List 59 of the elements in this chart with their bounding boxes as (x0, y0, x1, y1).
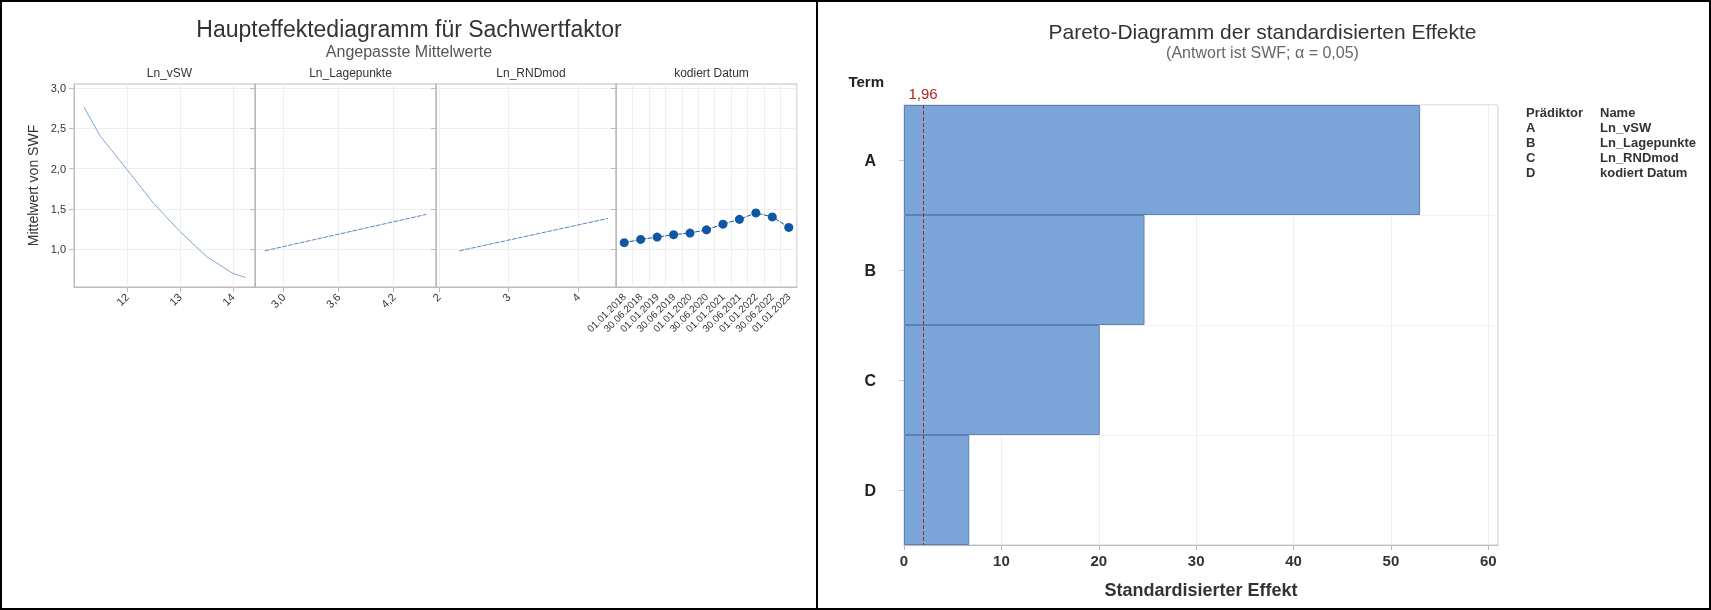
x-tick-label: 10 (993, 552, 1010, 569)
chart-subtitle: (Antwort ist SWF; α = 0,05) (1166, 43, 1359, 61)
point (718, 219, 728, 229)
text: Haupteffektediagramm für Sachwertfaktor (195, 16, 623, 43)
x-tick-label: 12 (114, 290, 132, 308)
point (702, 225, 711, 235)
x-tick-label: 50 (1382, 552, 1400, 569)
y-axis-title: Mittelwert von SWF (24, 124, 41, 247)
text: Ln_vSW (1600, 120, 1653, 135)
y-tick-label: B (864, 261, 876, 279)
chart-title: kodiert Datum (674, 66, 749, 80)
x-tick-label: 3,0 (268, 290, 288, 311)
x-tick-label: 0 (899, 552, 909, 569)
chart-title: Ln_RNDmod (496, 66, 566, 80)
y-tick-label: C (864, 371, 877, 389)
point (652, 232, 662, 242)
x-tick-label: 13 (166, 290, 185, 308)
x-tick-label: 20 (1090, 552, 1108, 569)
text: Name (1600, 105, 1636, 120)
text: C (1526, 150, 1536, 165)
chart-title: Ln_Lagepunkte (309, 66, 393, 80)
x-tick-label: 30 (1187, 552, 1205, 569)
y-tick-label: D (864, 481, 876, 499)
text: Ln_Lagepunkte (1600, 135, 1697, 150)
chart-title: Ln_vSW (146, 66, 193, 80)
line-series (83, 106, 246, 278)
text: Prädiktor (1526, 105, 1584, 120)
y-tick-label: 2,0 (50, 162, 66, 175)
x-axis-title: Standardisierter Effekt (1104, 580, 1298, 600)
point (619, 238, 629, 248)
point (784, 222, 794, 232)
y-tick-label: A (864, 151, 877, 169)
point (734, 214, 744, 224)
x-tick-label: 40 (1285, 552, 1302, 569)
y-axis-title: Term (848, 73, 884, 90)
point (636, 234, 646, 244)
point (685, 228, 695, 238)
point (751, 208, 761, 218)
x-tick-label: 2 (430, 290, 444, 304)
ref-line-label: 1,96 (908, 85, 938, 102)
point (669, 230, 679, 240)
text: B (1526, 135, 1536, 150)
y-tick-label: 2,5 (50, 122, 66, 135)
x-tick-label: 3 (500, 290, 513, 304)
chart-title: Pareto-Diagramm der standardisierten Effekte (1048, 20, 1477, 43)
point (767, 212, 777, 222)
y-tick-label: 1,5 (50, 202, 66, 215)
text: Ln_RNDmod (1600, 150, 1679, 165)
x-tick-label: 4 (569, 290, 583, 304)
text: Angepasste Mittelwerte (324, 43, 494, 61)
text: kodiert Datum (1600, 165, 1688, 180)
text: A (1526, 120, 1536, 135)
y-tick-label: 1,0 (50, 243, 66, 256)
x-tick-label: 60 (1479, 552, 1497, 569)
x-tick-label: 3,6 (323, 290, 343, 311)
y-tick-label: 3,0 (50, 82, 66, 95)
x-tick-label: 4,2 (378, 290, 398, 311)
text: D (1526, 165, 1536, 180)
x-tick-label: 14 (219, 290, 238, 308)
